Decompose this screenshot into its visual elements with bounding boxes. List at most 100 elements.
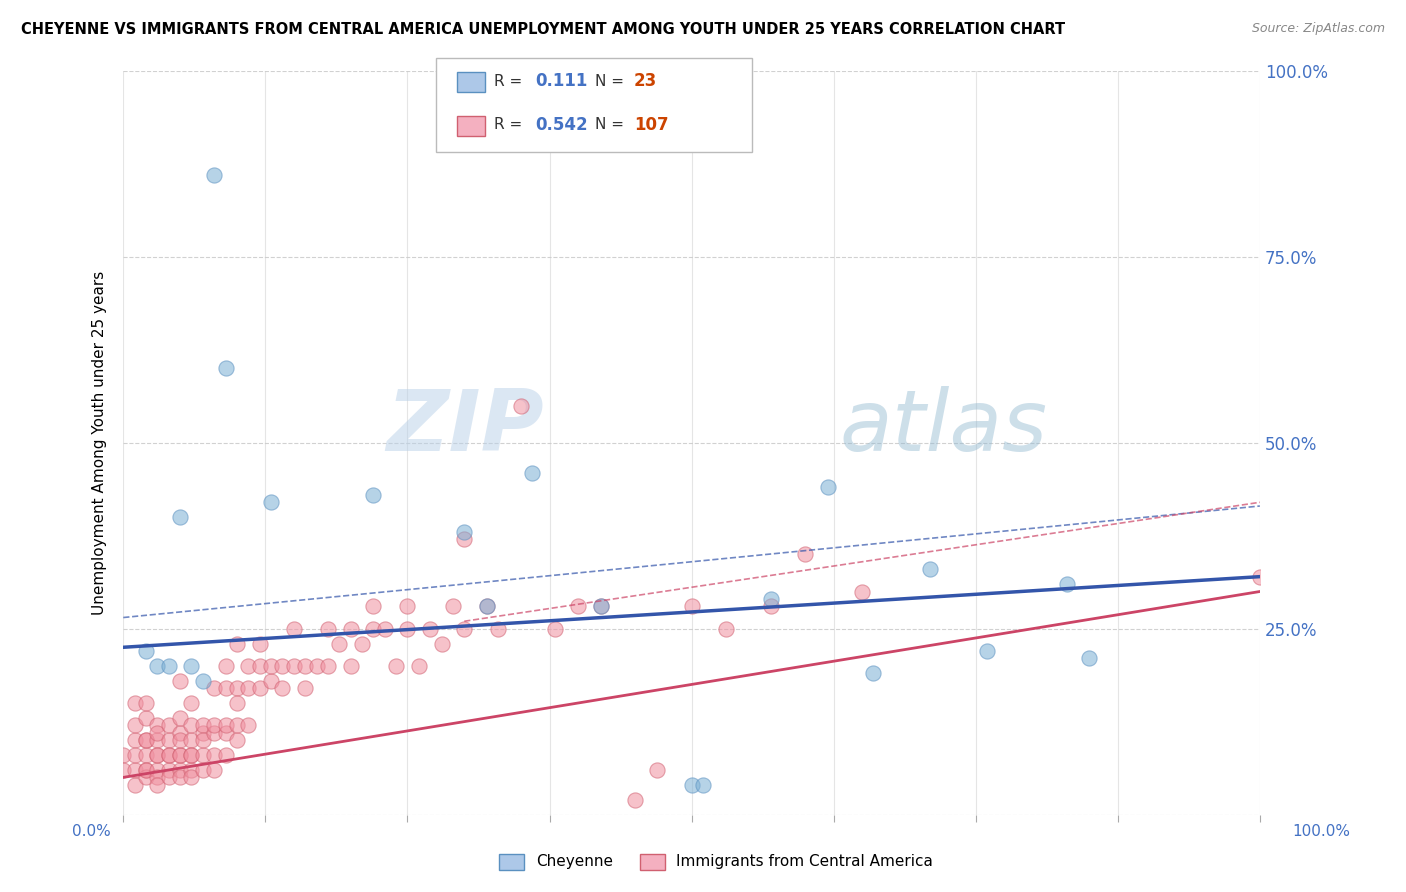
Point: [146, 748, 169, 763]
Point: [681, 778, 703, 792]
Point: [135, 763, 157, 777]
Y-axis label: Unemployment Among Youth under 25 years: Unemployment Among Youth under 25 years: [93, 270, 107, 615]
Point: [316, 658, 339, 673]
Point: [202, 725, 225, 739]
Point: [124, 733, 146, 747]
Point: [191, 725, 214, 739]
Point: [180, 771, 202, 785]
Point: [294, 681, 316, 695]
Point: [350, 636, 373, 650]
Point: [169, 763, 191, 777]
Point: [714, 622, 737, 636]
Point: [146, 748, 169, 763]
Point: [647, 763, 669, 777]
Point: [124, 718, 146, 732]
Point: [124, 778, 146, 792]
Point: [238, 658, 260, 673]
Point: [180, 748, 202, 763]
Point: [976, 644, 998, 658]
Text: CHEYENNE VS IMMIGRANTS FROM CENTRAL AMERICA UNEMPLOYMENT AMONG YOUTH UNDER 25 YE: CHEYENNE VS IMMIGRANTS FROM CENTRAL AMER…: [21, 22, 1066, 37]
Point: [1056, 577, 1078, 591]
Point: [124, 696, 146, 710]
Point: [817, 480, 839, 494]
Point: [191, 748, 214, 763]
Text: 0.542: 0.542: [536, 116, 588, 134]
Point: [283, 622, 305, 636]
Point: [759, 599, 782, 614]
Point: [226, 696, 249, 710]
Point: [135, 748, 157, 763]
Point: [180, 658, 202, 673]
Point: [180, 763, 202, 777]
Point: [202, 718, 225, 732]
Point: [135, 733, 157, 747]
Point: [191, 733, 214, 747]
Point: [589, 599, 612, 614]
Point: [146, 718, 169, 732]
Point: [260, 658, 283, 673]
Point: [135, 696, 157, 710]
Point: [430, 636, 453, 650]
Point: [214, 681, 236, 695]
Point: [283, 658, 305, 673]
Text: atlas: atlas: [839, 386, 1047, 469]
Point: [374, 622, 396, 636]
Text: N =: N =: [595, 74, 624, 88]
Point: [339, 622, 361, 636]
Point: [1078, 651, 1101, 665]
Point: [157, 733, 180, 747]
Point: [305, 658, 328, 673]
Point: [157, 771, 180, 785]
Point: [146, 658, 169, 673]
Point: [226, 718, 249, 732]
Point: [135, 711, 157, 725]
Point: [862, 666, 884, 681]
Point: [202, 763, 225, 777]
Point: [146, 725, 169, 739]
Point: [202, 168, 225, 182]
Point: [271, 658, 294, 673]
Point: [363, 599, 385, 614]
Point: [249, 636, 271, 650]
Text: Source: ZipAtlas.com: Source: ZipAtlas.com: [1251, 22, 1385, 36]
Point: [124, 763, 146, 777]
Point: [396, 599, 419, 614]
Point: [157, 763, 180, 777]
Point: [441, 599, 464, 614]
Point: [146, 771, 169, 785]
Point: [112, 748, 135, 763]
Point: [169, 771, 191, 785]
Point: [135, 771, 157, 785]
Point: [135, 733, 157, 747]
Text: ZIP: ZIP: [387, 386, 544, 469]
Point: [692, 778, 714, 792]
Point: [475, 599, 498, 614]
Text: R =: R =: [494, 74, 522, 88]
Text: N =: N =: [595, 118, 624, 132]
Point: [328, 636, 350, 650]
Text: Cheyenne: Cheyenne: [536, 855, 613, 869]
Point: [1249, 569, 1271, 583]
Point: [169, 673, 191, 688]
Point: [363, 622, 385, 636]
Point: [169, 733, 191, 747]
Point: [169, 748, 191, 763]
Point: [238, 681, 260, 695]
Point: [169, 748, 191, 763]
Point: [363, 488, 385, 502]
Point: [249, 658, 271, 673]
Point: [214, 658, 236, 673]
Point: [408, 658, 430, 673]
Point: [202, 748, 225, 763]
Point: [238, 718, 260, 732]
Point: [486, 622, 509, 636]
Point: [157, 718, 180, 732]
Point: [146, 778, 169, 792]
Text: 23: 23: [634, 72, 658, 90]
Point: [385, 658, 408, 673]
Point: [191, 763, 214, 777]
Point: [544, 622, 567, 636]
Point: [260, 495, 283, 509]
Point: [226, 733, 249, 747]
Point: [453, 622, 475, 636]
